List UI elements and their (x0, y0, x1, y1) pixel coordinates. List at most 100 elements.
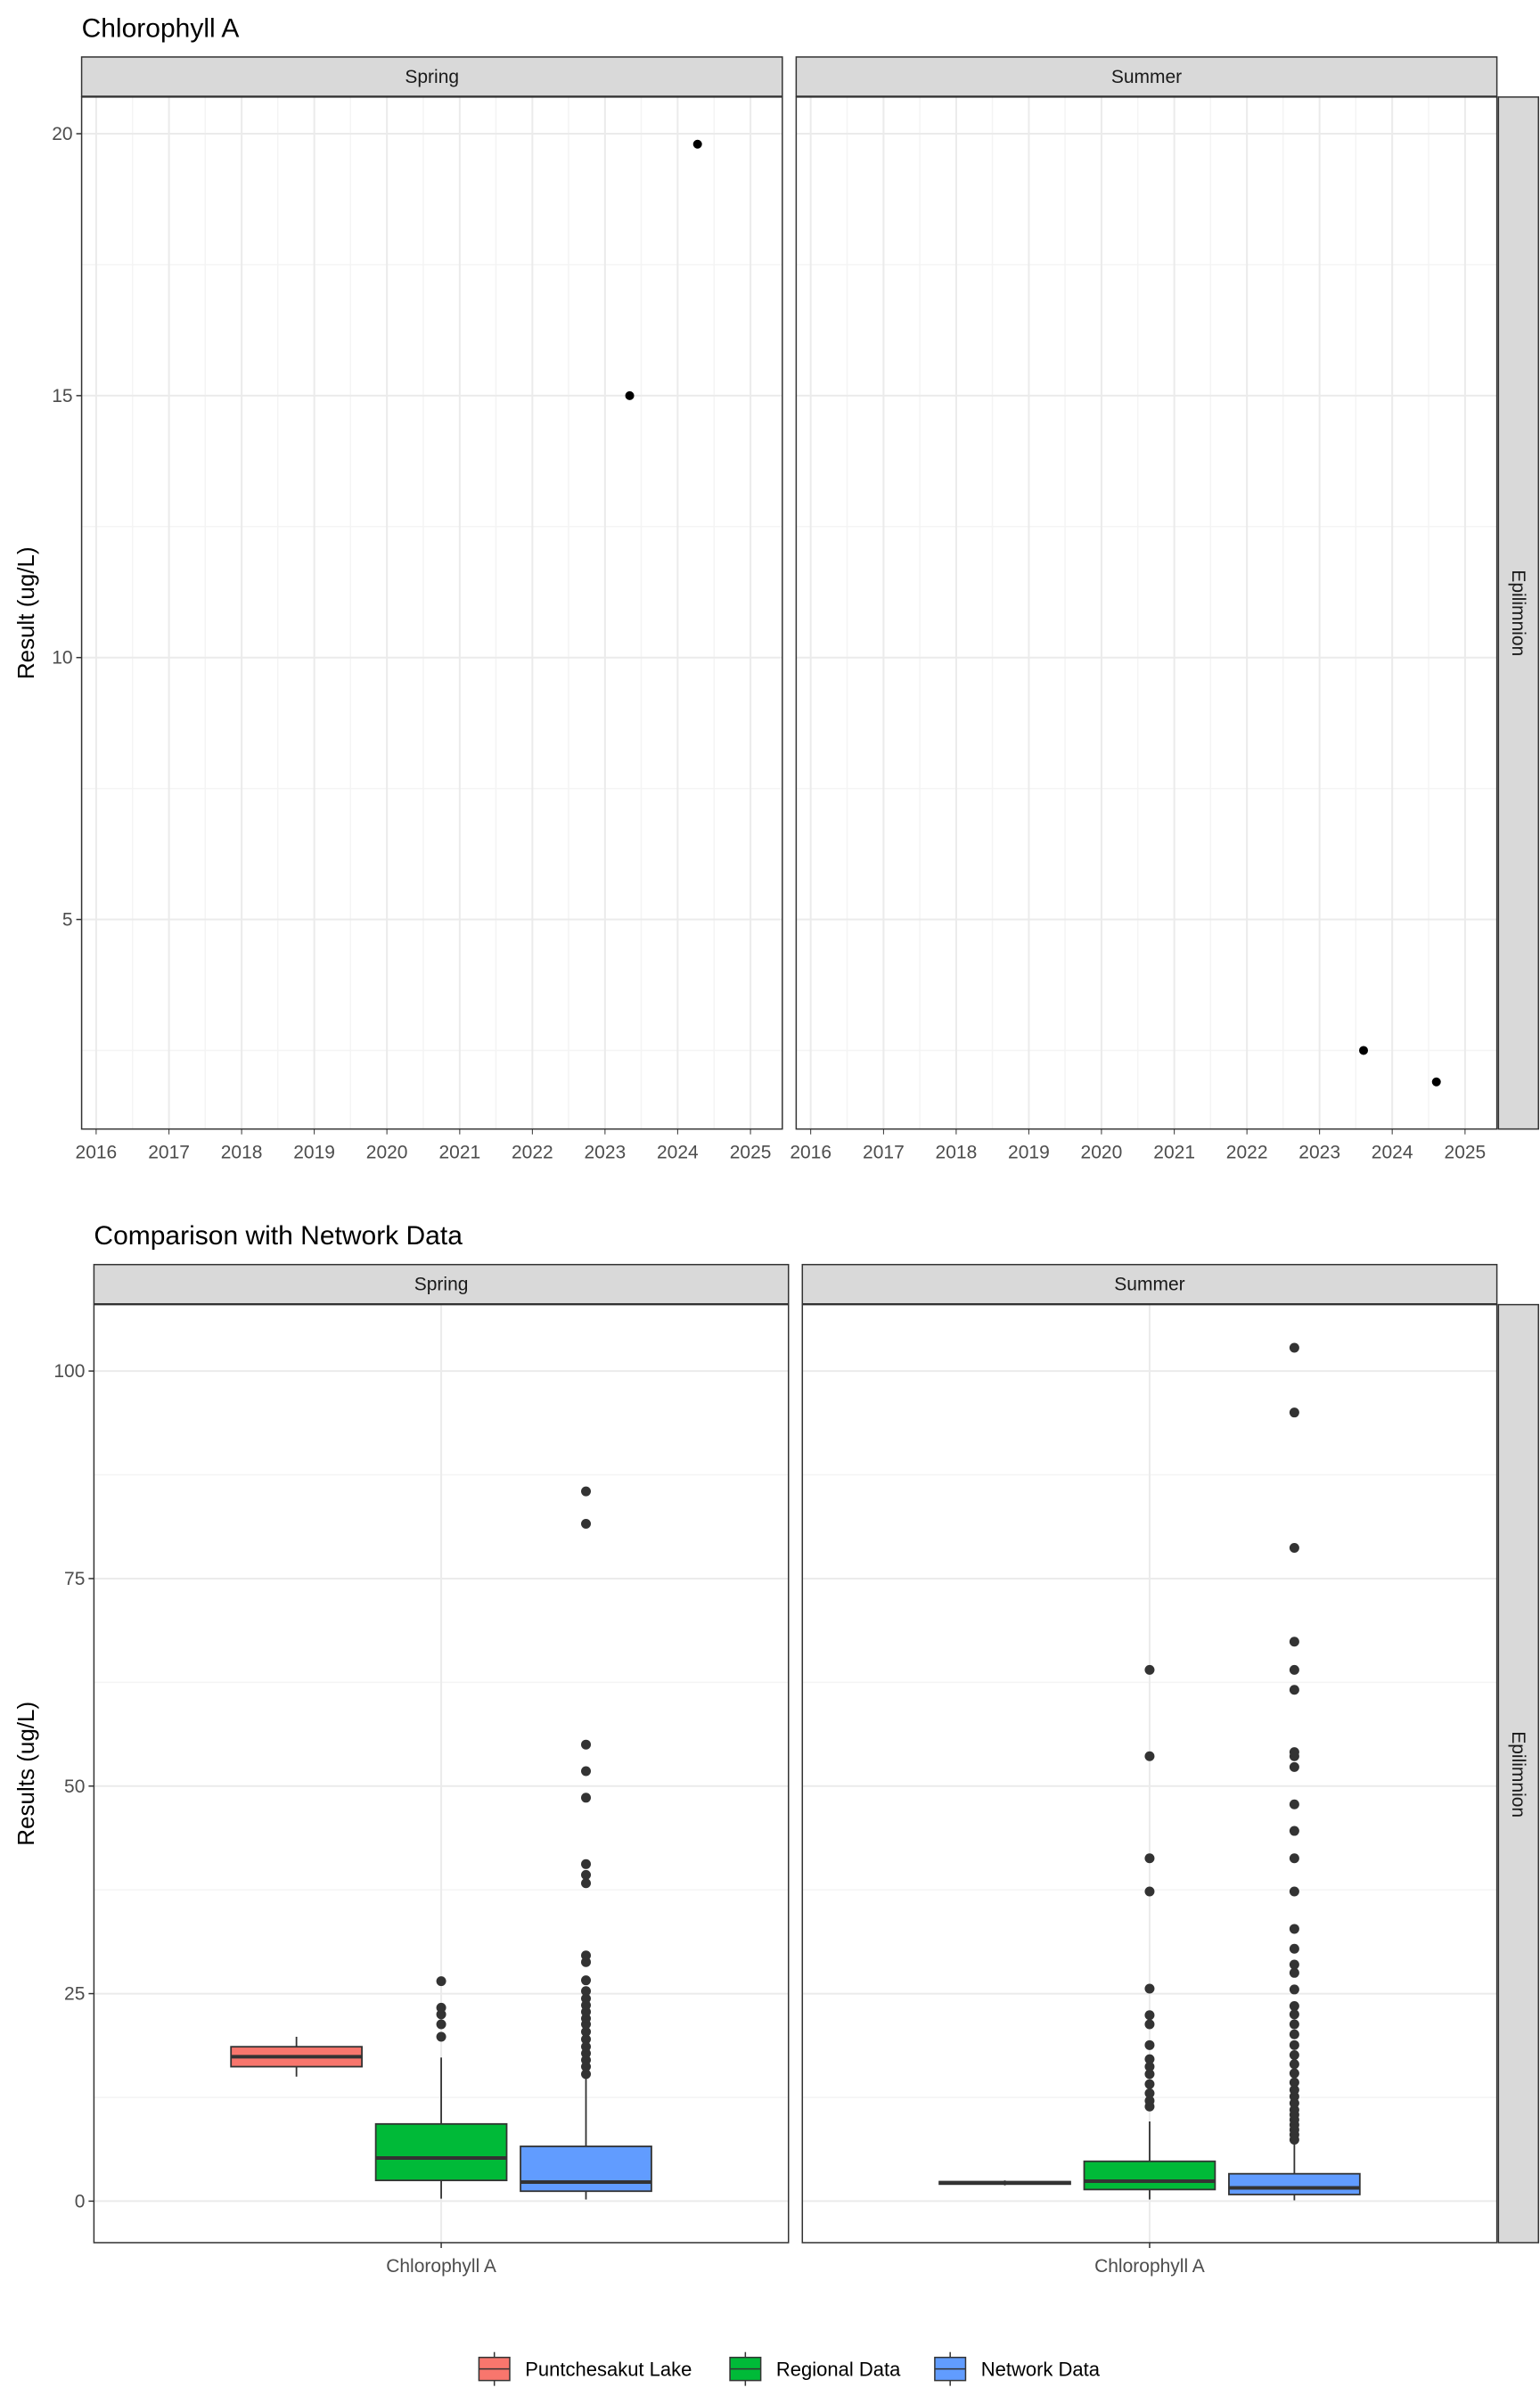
outlier-point (436, 2031, 446, 2042)
outlier-point (581, 1986, 592, 1997)
row-strip (1497, 1303, 1540, 2244)
outlier-point (1144, 2096, 1155, 2106)
x-tick-label: 2025 (730, 1142, 772, 1162)
outlier-point (436, 2019, 446, 2030)
box (374, 2122, 508, 2182)
data-point (692, 139, 702, 149)
x-tick-label: 2016 (790, 1142, 831, 1162)
outlier-point (436, 1976, 446, 1987)
outlier-point (1289, 1407, 1299, 1418)
facet-strip (93, 1263, 790, 1305)
outlier-point (1289, 2085, 1299, 2096)
y-tick-label: 15 (52, 386, 72, 406)
y-tick-label: 75 (64, 1569, 85, 1589)
facet-strip-label: Spring (414, 1275, 469, 1295)
x-tick-label: 2022 (512, 1142, 553, 1162)
outlier-point (581, 1793, 592, 1803)
outlier-point (1289, 1342, 1299, 1353)
boxplot-network-data (1228, 1342, 1361, 2201)
outlier-point (1289, 1943, 1299, 1954)
panel-background (796, 96, 1497, 1129)
x-tick-label: 2016 (76, 1142, 118, 1162)
outlier-point (1289, 1984, 1299, 1995)
data-point (625, 390, 635, 400)
outlier-point (581, 1859, 592, 1869)
panel-border (795, 96, 1498, 1130)
outlier-point (581, 1993, 592, 2004)
outlier-point (1144, 2054, 1155, 2064)
boxplot-puntchesakut-lake (230, 2037, 363, 2077)
facet-strip (80, 56, 783, 97)
outlier-point (1289, 1799, 1299, 1809)
x-tick-label: 2023 (1298, 1142, 1340, 1162)
outlier-point (1289, 1826, 1299, 1836)
outlier-point (581, 1518, 592, 1529)
outlier-point (1144, 2088, 1155, 2098)
facet-strip (801, 1263, 1498, 1305)
y-tick-label: 10 (52, 648, 72, 669)
boxplot-network-data (520, 1486, 652, 2200)
y-axis-label: Results (ug/L) (12, 1702, 39, 1846)
outlier-point (581, 2041, 592, 2052)
outlier-point (1289, 2049, 1299, 2060)
outlier-point (581, 1950, 592, 1961)
data-point (1359, 1046, 1369, 1055)
outlier-point (581, 1975, 592, 1986)
row-strip-label: Epilimnion (1508, 1731, 1528, 1818)
x-tick-label: 2019 (293, 1142, 335, 1162)
x-tick-label: 2020 (366, 1142, 408, 1162)
x-tick-label: 2017 (863, 1142, 905, 1162)
y-tick-label: 25 (64, 1984, 85, 2005)
x-tick-label: 2023 (585, 1142, 627, 1162)
legend-label: Network Data (981, 2359, 1101, 2381)
chart1-title: Chlorophyll A (82, 13, 240, 43)
outlier-point (1144, 2079, 1155, 2089)
y-tick-label: 5 (62, 910, 73, 931)
boxplot-regional-data (1083, 1664, 1216, 2200)
x-tick-label: 2024 (1372, 1142, 1413, 1162)
y-axis-label: Result (ug/L) (12, 546, 39, 679)
outlier-point (1289, 1542, 1299, 1553)
facet-strip-label: Spring (405, 67, 459, 87)
outlier-point (581, 2034, 592, 2045)
outlier-point (581, 1766, 592, 1776)
outlier-point (1289, 2009, 1299, 2020)
x-tick-label: 2017 (148, 1142, 190, 1162)
box (1228, 2172, 1361, 2195)
y-tick-label: 100 (53, 1361, 85, 1382)
row-strip-label: Epilimnion (1508, 570, 1528, 656)
outlier-point (1144, 2062, 1155, 2072)
boxplot-puntchesakut-lake (938, 2180, 1071, 2186)
row-strip (1497, 96, 1540, 1130)
outlier-point (1289, 1685, 1299, 1695)
outlier-point (1289, 2077, 1299, 2088)
legend-label: Regional Data (776, 2359, 901, 2381)
outlier-point (1289, 1761, 1299, 1772)
chart2-title: Comparison with Network Data (94, 1221, 463, 1251)
x-tick-label: 2019 (1008, 1142, 1050, 1162)
outlier-point (581, 1878, 592, 1889)
x-tick-label: 2020 (1081, 1142, 1123, 1162)
facet-strip (795, 56, 1498, 97)
y-tick-label: 0 (75, 2191, 86, 2211)
box (520, 2146, 652, 2193)
outlier-point (1289, 1747, 1299, 1758)
outlier-point (1289, 1637, 1299, 1647)
outlier-point (1144, 1886, 1155, 1897)
x-tick-label: 2021 (438, 1142, 480, 1162)
outlier-point (1289, 2068, 1299, 2079)
outlier-point (1144, 2039, 1155, 2050)
outlier-point (581, 2069, 592, 2080)
outlier-point (581, 1739, 592, 1750)
legend-item: Network Data (934, 2351, 1101, 2386)
outlier-point (1144, 1983, 1155, 1994)
outlier-point (1144, 1853, 1155, 1864)
legend-label: Puntchesakut Lake (525, 2359, 692, 2381)
outlier-point (1289, 2039, 1299, 2050)
panel-border (80, 96, 783, 1130)
facet-strip-label: Summer (1111, 67, 1182, 87)
legend-item: Regional Data (729, 2351, 901, 2386)
x-tick-label: Chlorophyll A (1094, 2256, 1205, 2277)
x-tick-label: Chlorophyll A (386, 2256, 496, 2277)
